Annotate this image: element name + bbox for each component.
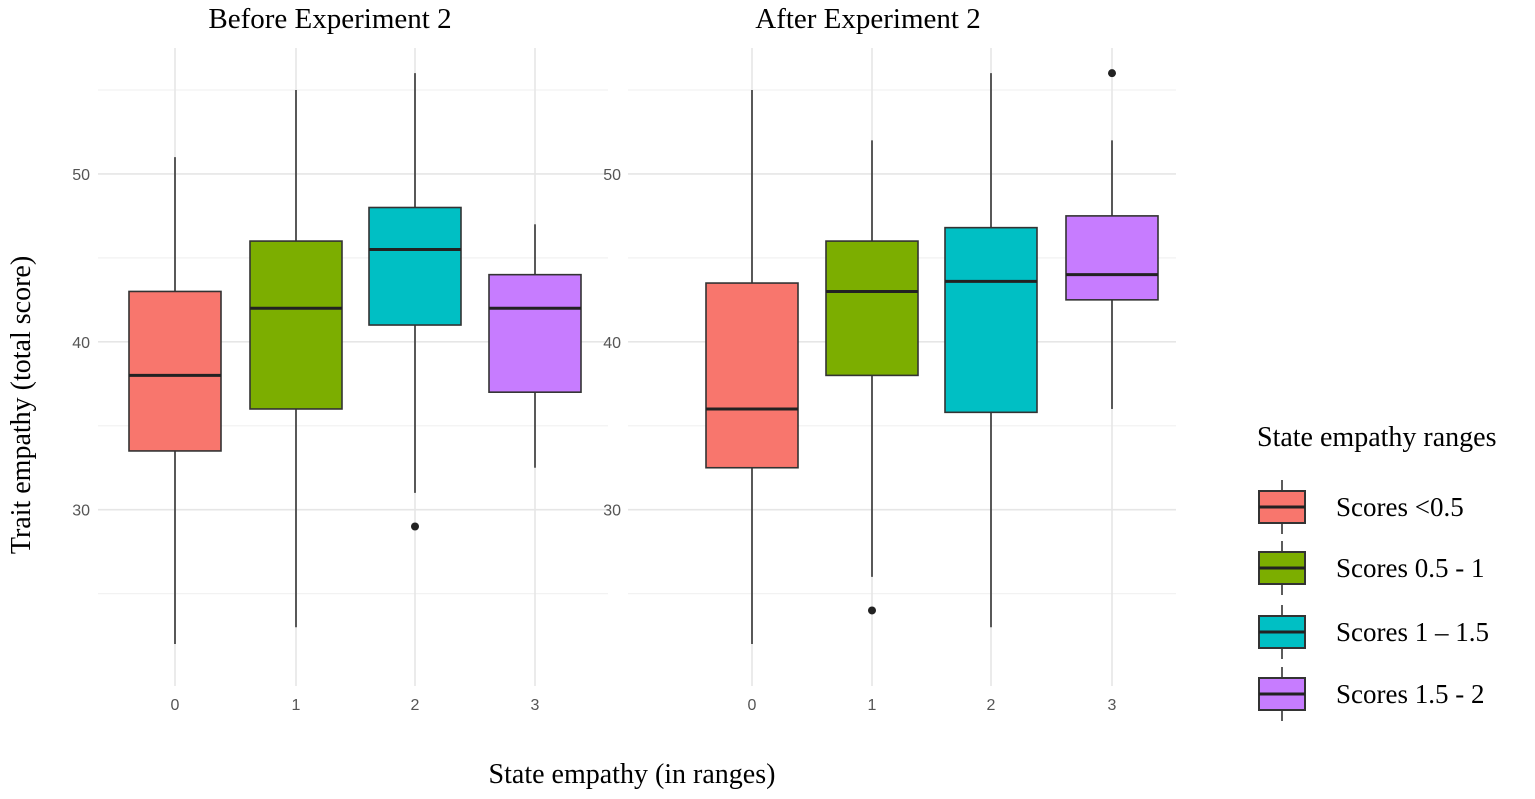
y-tick-label: 50 [72,167,90,184]
y-tick-label: 30 [603,503,621,520]
y-tick-label: 30 [72,503,90,520]
x-tick-label: 3 [531,697,540,714]
x-tick-label: 1 [292,697,301,714]
box-body [128,290,222,452]
box-1 [249,89,343,628]
panel-after: 30 40 50 0 1 2 3 [603,48,1176,714]
y-axis-title: Trait empathy (total score) [6,256,37,554]
outlier-point [868,606,876,615]
legend-title: State empathy ranges [1257,422,1496,453]
x-tick-label: 2 [411,697,420,714]
box-body [705,282,799,469]
box-3 [488,224,582,468]
box-body [488,273,582,393]
box-body [825,240,919,377]
legend-label: Scores 0.5 - 1 [1336,553,1484,583]
box-body [368,206,462,326]
x-tick-label: 2 [987,697,996,714]
box-0 [705,89,799,645]
legend-label: Scores 1.5 - 2 [1336,679,1484,709]
legend-item: Scores 0.5 - 1 [1258,541,1484,595]
box-body [1065,215,1159,301]
panel-before: 30 40 50 0 1 2 3 [72,48,608,714]
panel-title-before: Before Experiment 2 [208,3,451,35]
y-tick-label: 50 [603,167,621,184]
legend-item: Scores <0.5 [1258,480,1464,534]
legend-label: Scores 1 – 1.5 [1336,617,1489,647]
box-3 [1065,69,1159,409]
box-body [944,226,1038,414]
x-tick-label: 1 [868,697,877,714]
panel-title-after: After Experiment 2 [755,3,980,35]
outlier-point [1108,69,1116,78]
y-tick-label: 40 [72,335,90,352]
x-tick-label: 0 [171,697,180,714]
legend-item: Scores 1.5 - 2 [1258,667,1484,721]
x-tick-label: 0 [748,697,757,714]
box-1 [825,140,919,615]
legend-item: Scores 1 – 1.5 [1258,605,1489,659]
x-tick-label: 3 [1108,697,1117,714]
box-0 [128,157,222,645]
legend-label: Scores <0.5 [1336,492,1464,522]
legend: State empathy ranges Scores <0.5 Scores 0… [1257,422,1496,721]
box-2 [368,73,462,531]
box-2 [944,73,1038,628]
x-axis-title: State empathy (in ranges) [489,759,776,790]
y-tick-label: 40 [603,335,621,352]
outlier-point [411,522,419,531]
box-body [249,240,343,410]
